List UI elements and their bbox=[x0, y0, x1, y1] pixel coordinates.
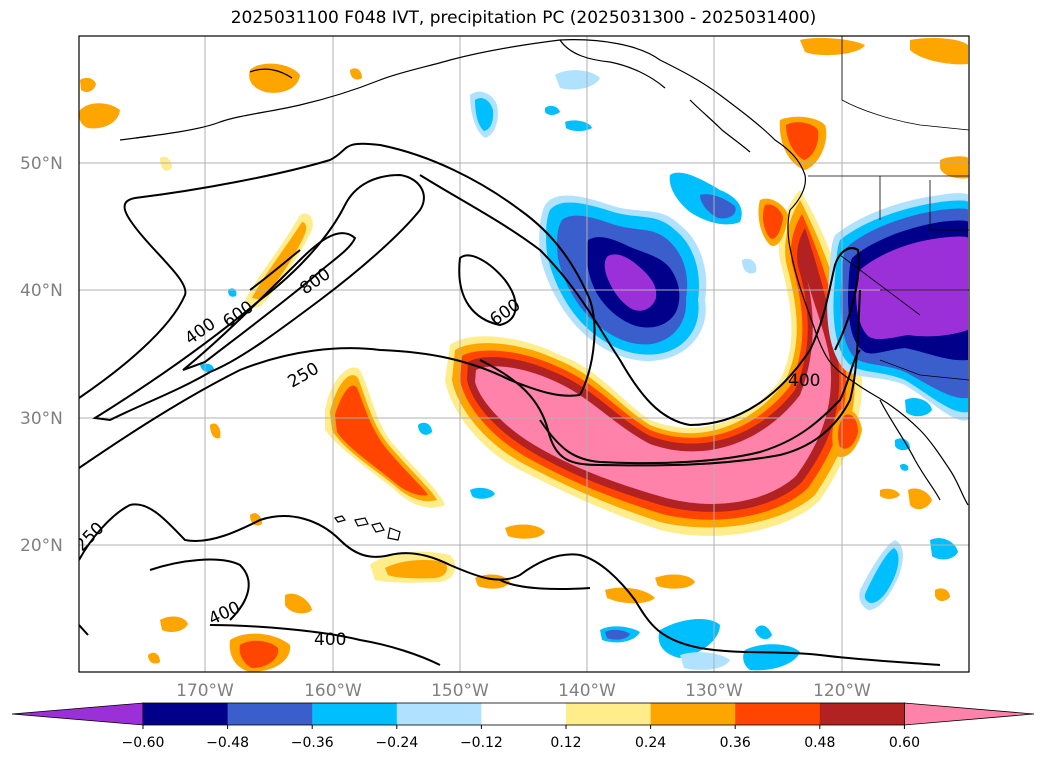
colorbar-max-arrow bbox=[904, 702, 1035, 726]
contour-label: 400 bbox=[788, 371, 820, 391]
lat-label: 50°N bbox=[20, 154, 63, 174]
lat-label: 40°N bbox=[20, 281, 63, 301]
graticule bbox=[79, 36, 969, 672]
lon-label: 170°W bbox=[176, 681, 234, 701]
colorbar-outline bbox=[142, 702, 905, 726]
latitude-labels: 50°N 40°N 30°N 20°N bbox=[20, 154, 63, 556]
colorbar-tick-label: −0.60 bbox=[122, 735, 165, 751]
map-frame bbox=[78, 35, 970, 673]
colorbar-segment bbox=[396, 703, 482, 725]
ivt-contours bbox=[79, 142, 941, 666]
precip-negative-fill bbox=[200, 70, 968, 671]
colorbar-tick-label: −0.12 bbox=[460, 735, 503, 751]
lon-label: 150°W bbox=[431, 681, 489, 701]
colorbar-segment bbox=[143, 703, 229, 725]
colorbar-segment bbox=[312, 703, 398, 725]
colorbar-tick-label: 0.24 bbox=[635, 735, 666, 751]
colorbar-segment bbox=[481, 703, 567, 725]
colorbar-tick-label: 0.48 bbox=[804, 735, 835, 751]
coastlines bbox=[119, 39, 969, 541]
colorbar-segment bbox=[566, 703, 652, 725]
colorbar-segment bbox=[819, 703, 905, 725]
map-title: 2025031100 F048 IVT, precipitation PC (2… bbox=[230, 8, 817, 28]
lat-label: 20°N bbox=[20, 536, 63, 556]
colorbar-tick-label: −0.48 bbox=[206, 735, 249, 751]
colorbar-segment bbox=[650, 703, 736, 725]
colorbar-tick-label: 0.36 bbox=[720, 735, 751, 751]
colorbar-tick-label: −0.24 bbox=[375, 735, 418, 751]
lat-label: 30°N bbox=[20, 409, 63, 429]
colorbar-tick-label: −0.36 bbox=[291, 735, 334, 751]
lon-label: 120°W bbox=[813, 681, 871, 701]
lon-label: 160°W bbox=[304, 681, 362, 701]
lon-label: 130°W bbox=[685, 681, 743, 701]
colorbar-tick-label: 0.60 bbox=[889, 735, 920, 751]
contour-label: 400 bbox=[314, 630, 346, 650]
colorbar-min-arrow bbox=[11, 702, 144, 726]
political-borders bbox=[808, 36, 969, 381]
lon-label: 140°W bbox=[558, 681, 616, 701]
colorbar-tick-label: 0.12 bbox=[550, 735, 581, 751]
colorbar-segment bbox=[735, 703, 821, 725]
colorbar: −0.60 −0.48 −0.36 −0.24 −0.12 0.12 0.24 0.36 0.4… bbox=[11, 702, 1035, 751]
colorbar-segment bbox=[227, 703, 313, 725]
longitude-labels: 170°W 160°W 150°W 140°W 130°W 120°W bbox=[176, 681, 871, 701]
